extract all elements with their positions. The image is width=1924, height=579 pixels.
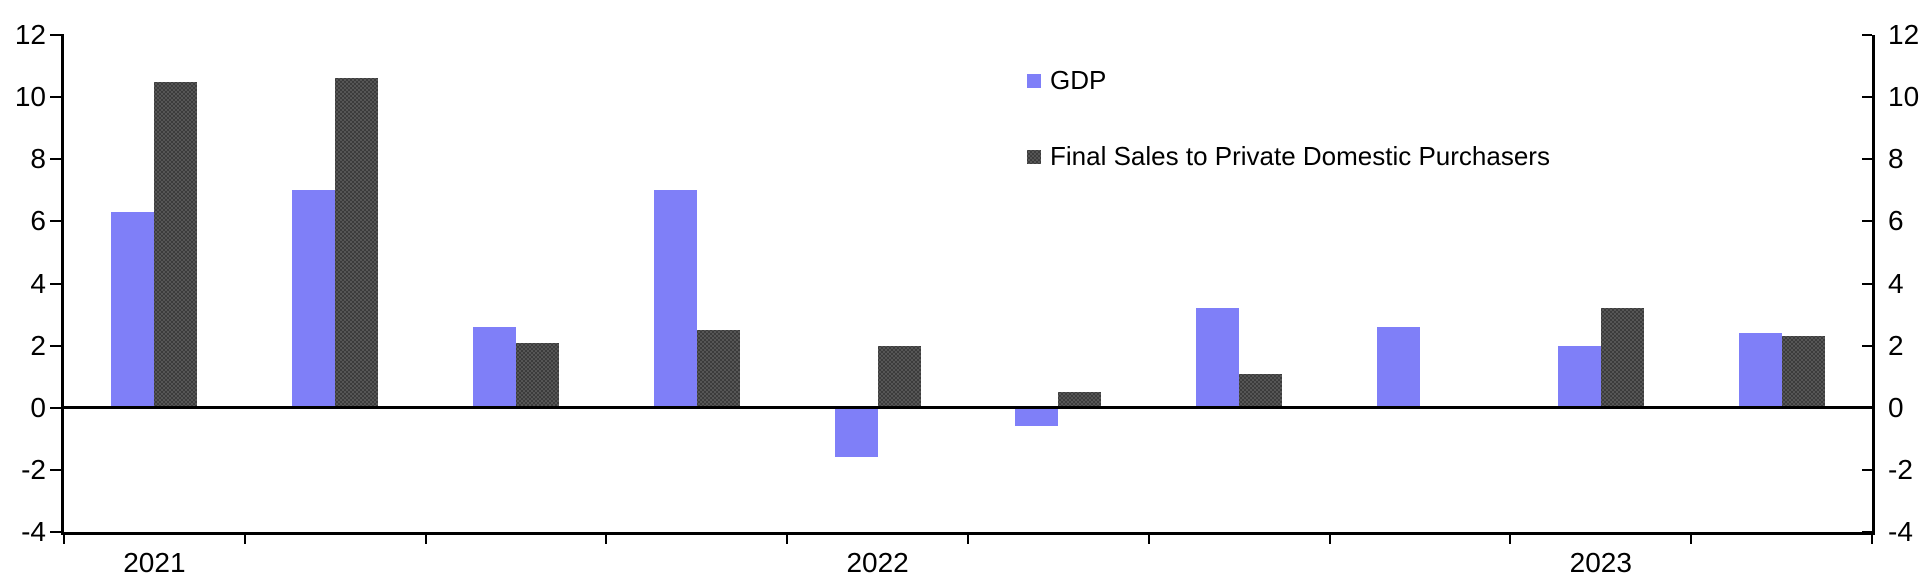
y-tick-label-right-10: 10 — [1888, 81, 1920, 113]
bar-final-sales-to-private-domestic-purchasers-2022-q3 — [1239, 373, 1283, 408]
y-tick-label-right-8: 8 — [1888, 143, 1904, 175]
y-tick-right-4 — [1862, 282, 1872, 285]
bar-gdp-2021-q2 — [292, 190, 336, 408]
bar-final-sales-to-private-domestic-purchasers-2021-q2 — [335, 78, 379, 408]
y-tick-label-right-12: 12 — [1888, 19, 1920, 50]
y-tick-left-6 — [50, 220, 64, 223]
y-tick-label-left-0: 0 — [30, 391, 46, 423]
bar-final-sales-to-private-domestic-purchasers-2021-q3 — [516, 342, 559, 408]
x-tick-6 — [1147, 532, 1150, 544]
bar-gdp-2022-q2 — [1015, 407, 1059, 427]
bar-gdp-2023-q1 — [1557, 345, 1601, 408]
y-tick-label-right-0: 0 — [1888, 391, 1904, 423]
bar-gdp-2021-q3 — [473, 326, 516, 408]
bar-gdp-2021-q1 — [111, 212, 155, 408]
y-tick-label-right--4: -4 — [1888, 516, 1913, 547]
bar-gdp-2023-q2 — [1738, 333, 1782, 408]
legend-swatch-final-sales-icon — [1027, 150, 1041, 164]
y-tick-left-8 — [50, 158, 64, 161]
x-tick-10 — [1871, 532, 1873, 544]
x-axis-bottom — [61, 532, 1875, 535]
bar-final-sales-to-private-domestic-purchasers-2021-q4 — [696, 330, 740, 408]
y-tick-left--2 — [50, 468, 64, 471]
x-tick-1 — [243, 532, 246, 544]
bar-final-sales-to-private-domestic-purchasers-2023-q2 — [1781, 336, 1825, 408]
y-tick-right--2 — [1862, 468, 1872, 471]
y-tick-label-left--4: -4 — [21, 516, 46, 547]
bar-final-sales-to-private-domestic-purchasers-2022-q1 — [877, 345, 921, 408]
x-tick-7 — [1328, 532, 1331, 544]
zero-baseline — [64, 406, 1872, 410]
y-tick-left--4 — [50, 531, 64, 533]
y-tick-label-left-8: 8 — [30, 143, 46, 175]
y-tick-label-right-6: 6 — [1888, 205, 1904, 237]
legend-item-gdp: GDP — [1027, 65, 1107, 95]
y-tick-label-left-4: 4 — [30, 267, 46, 299]
y-tick-label-right-2: 2 — [1888, 329, 1904, 361]
y-tick-label-left-12: 12 — [14, 19, 46, 50]
y-tick-right-8 — [1862, 158, 1872, 161]
bar-gdp-2022-q3 — [1196, 308, 1240, 408]
y-tick-label-left-6: 6 — [30, 205, 46, 237]
y-tick-label-left-10: 10 — [14, 81, 46, 113]
y-tick-right-6 — [1862, 220, 1872, 223]
bar-gdp-2022-q4 — [1377, 326, 1420, 408]
y-tick-left-12 — [50, 34, 64, 36]
bar-gdp-2021-q4 — [653, 190, 697, 408]
bar-gdp-2022-q1 — [834, 407, 878, 458]
bar-final-sales-to-private-domestic-purchasers-2021-q1 — [154, 81, 198, 408]
x-tick-8 — [1509, 532, 1512, 544]
legend-swatch-gdp-icon — [1027, 74, 1041, 88]
y-tick-label-right--2: -2 — [1888, 453, 1913, 485]
y-tick-label-left--2: -2 — [21, 453, 46, 485]
x-tick-0 — [63, 532, 65, 544]
x-tick-5 — [967, 532, 969, 544]
bar-final-sales-to-private-domestic-purchasers-2023-q1 — [1600, 308, 1644, 408]
y-tick-label-left-2: 2 — [30, 329, 46, 361]
x-year-label-2022: 2022 — [846, 547, 909, 578]
y-tick-label-right-4: 4 — [1888, 267, 1904, 299]
x-year-label-2023: 2023 — [1569, 547, 1632, 578]
y-tick-right-2 — [1862, 344, 1872, 347]
x-tick-2 — [424, 532, 427, 544]
x-year-label-2021: 2021 — [123, 547, 186, 578]
y-tick-left-2 — [50, 344, 64, 347]
y-tick-right-12 — [1862, 34, 1872, 36]
y-tick-left-10 — [50, 96, 64, 99]
y-axis-right — [1872, 35, 1875, 535]
x-tick-9 — [1690, 532, 1693, 544]
legend-label-gdp: GDP — [1050, 65, 1107, 95]
legend-label-final-sales: Final Sales to Private Domestic Purchase… — [1050, 141, 1550, 171]
legend-item-final-sales: Final Sales to Private Domestic Purchase… — [1027, 141, 1550, 171]
y-tick-right-10 — [1862, 96, 1872, 99]
bar-final-sales-to-private-domestic-purchasers-2022-q2 — [1058, 392, 1102, 408]
y-tick-left-4 — [50, 282, 64, 285]
x-tick-4 — [786, 532, 789, 544]
y-axis-left — [61, 35, 64, 535]
y-tick-left-0 — [50, 406, 64, 409]
x-tick-3 — [605, 532, 608, 544]
